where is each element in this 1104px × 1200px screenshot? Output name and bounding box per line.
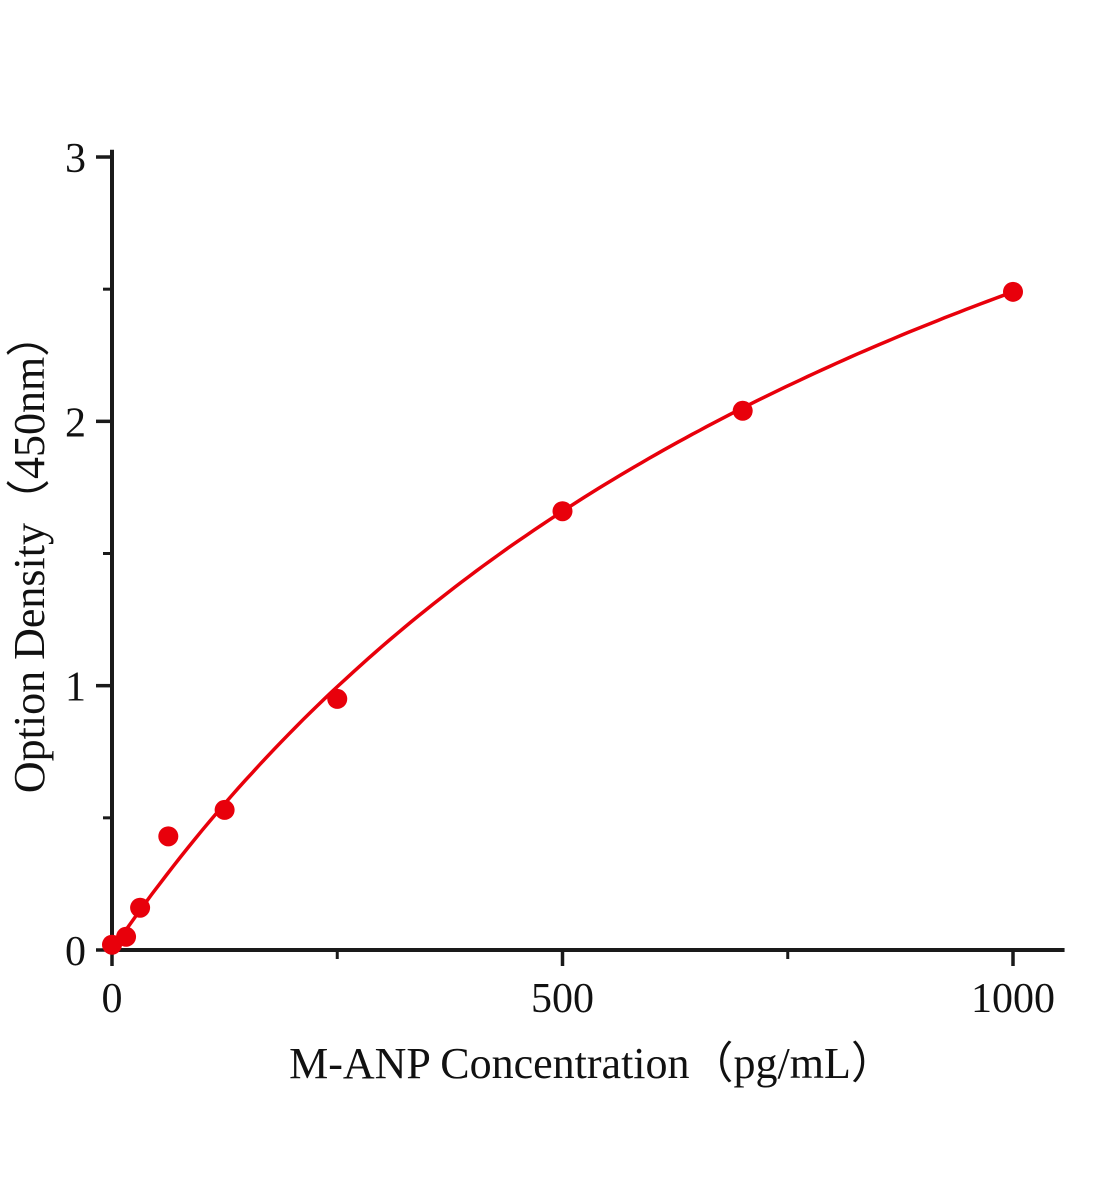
x-tick-label: 500 [531,976,594,1022]
y-tick-label: 3 [65,136,86,182]
fit-curve [114,290,1014,946]
x-axis-title: M-ANP Concentration（pg/mL） [289,1039,895,1088]
data-point [327,688,348,709]
data-point [116,926,137,947]
y-axis-title: Option Density（450nm） [5,313,54,793]
plot-area: 0 500 1000 0 1 2 3 [65,136,1065,1022]
data-point [732,400,753,421]
x-tick-label: 1000 [971,976,1055,1022]
data-point [214,799,235,820]
y-tick-label: 0 [65,929,86,975]
data-point [1003,281,1023,302]
y-tick-label: 1 [65,665,86,711]
data-point [158,826,179,847]
data-point [130,897,151,918]
y-tick-label: 2 [65,400,86,446]
data-point [552,501,573,522]
x-tick-label: 0 [102,976,123,1022]
